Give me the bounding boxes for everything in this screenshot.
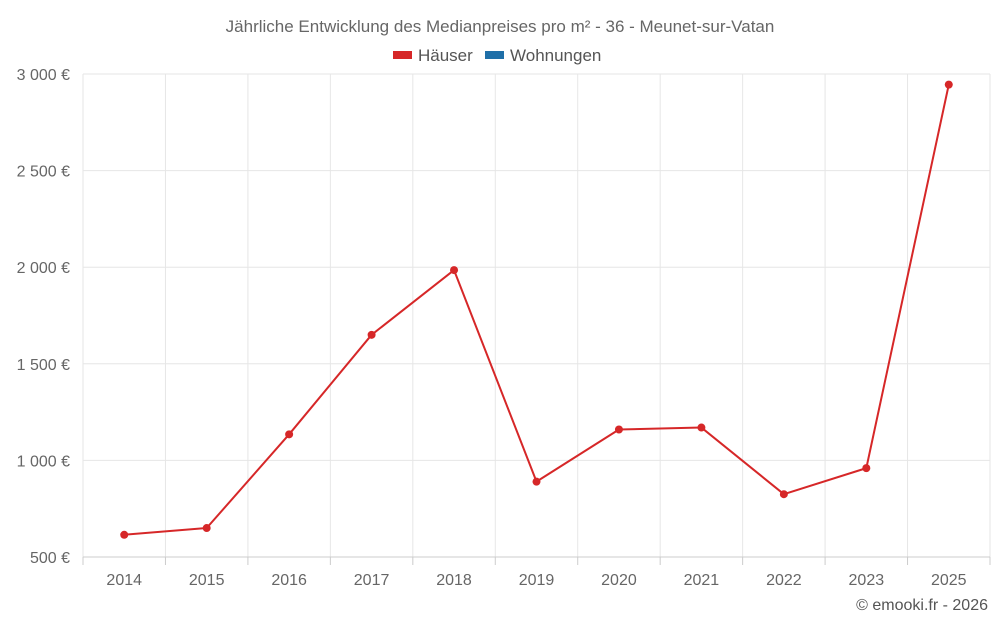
legend-label-1[interactable]: Häuser — [418, 46, 473, 65]
data-point[interactable] — [202, 524, 211, 533]
legend-swatch-2[interactable] — [485, 51, 504, 59]
credit-text: © emooki.fr - 2026 — [856, 597, 988, 614]
y-tick-label: 1 500 € — [17, 357, 70, 374]
y-tick-label: 2 500 € — [17, 164, 70, 181]
grid — [82, 73, 991, 558]
data-point[interactable] — [779, 490, 788, 499]
x-tick-label: 2019 — [519, 572, 555, 589]
data-point[interactable] — [450, 266, 459, 275]
legend: Häuser Wohnungen — [393, 46, 601, 65]
x-tick-label: 2016 — [271, 572, 307, 589]
x-tick-label: 2017 — [354, 572, 390, 589]
y-tick-label: 1 000 € — [17, 453, 70, 470]
x-tick-label: 2021 — [684, 572, 720, 589]
legend-label-2[interactable]: Wohnungen — [510, 46, 601, 65]
data-point[interactable] — [614, 425, 623, 434]
series-layer — [120, 80, 953, 539]
data-point[interactable] — [862, 464, 871, 473]
chart-title: Jährliche Entwicklung des Medianpreises … — [226, 17, 775, 36]
data-point[interactable] — [285, 430, 294, 439]
x-tick-label: 2018 — [436, 572, 472, 589]
data-point[interactable] — [697, 423, 706, 432]
y-tick-label: 2 000 € — [17, 260, 70, 277]
x-tick-label: 2022 — [766, 572, 802, 589]
y-axis: 500 € 1 000 € 1 500 € 2 000 € 2 500 € 3 000 € — [17, 67, 70, 567]
x-axis: 2014 2015 2016 2017 2018 2019 2020 2021 2022 2023… — [82, 556, 991, 589]
x-tick-label: 2014 — [106, 572, 142, 589]
x-tick-label: 2025 — [931, 572, 967, 589]
data-point[interactable] — [532, 477, 541, 486]
x-tick-label: 2023 — [849, 572, 885, 589]
data-point[interactable] — [367, 330, 376, 339]
data-point[interactable] — [120, 530, 129, 539]
data-point[interactable] — [944, 80, 953, 89]
x-tick-label: 2020 — [601, 572, 637, 589]
legend-swatch-1[interactable] — [393, 51, 412, 59]
x-tick-label: 2015 — [189, 572, 225, 589]
y-tick-label: 3 000 € — [17, 67, 70, 84]
y-tick-label: 500 € — [30, 550, 70, 567]
